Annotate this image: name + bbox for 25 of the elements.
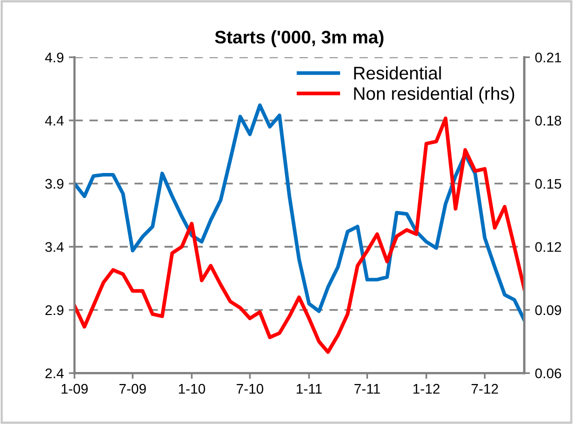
y-tick-label: 2.9 [45, 305, 64, 316]
y2-tick-label: 0.06 [535, 368, 562, 378]
x-tick-label: 7-11 [354, 384, 380, 394]
legend-label: Non residential (rhs) [354, 86, 514, 104]
x-tick-label: 1-12 [413, 384, 440, 394]
legend-label: Residential [354, 66, 441, 80]
x-tick-label: 1-10 [178, 384, 206, 394]
x-tick-label: 7-10 [236, 384, 264, 394]
y2-tick-label: 0.09 [535, 305, 562, 316]
y2-tick-label: 0.18 [535, 116, 562, 126]
x-tick-label: 1-09 [62, 384, 88, 394]
line-series [74, 116, 524, 354]
y2-tick-label: 0.15 [535, 178, 562, 189]
line-series [74, 103, 524, 322]
chart-title: Starts ('000, 3m ma) [214, 30, 384, 48]
y-tick-label: 4.4 [45, 116, 64, 126]
x-tick-label: 1-11 [296, 384, 322, 394]
y2-tick-label: 0.21 [535, 52, 562, 62]
y-tick-label: 4.9 [45, 52, 64, 62]
y-tick-label: 3.9 [45, 178, 64, 189]
x-tick-label: 7-12 [472, 384, 498, 394]
y-tick-label: 3.4 [45, 242, 64, 252]
y2-tick-label: 0.12 [535, 242, 562, 252]
y-tick-label: 2.4 [45, 368, 64, 378]
x-tick-label: 7-09 [119, 384, 146, 394]
